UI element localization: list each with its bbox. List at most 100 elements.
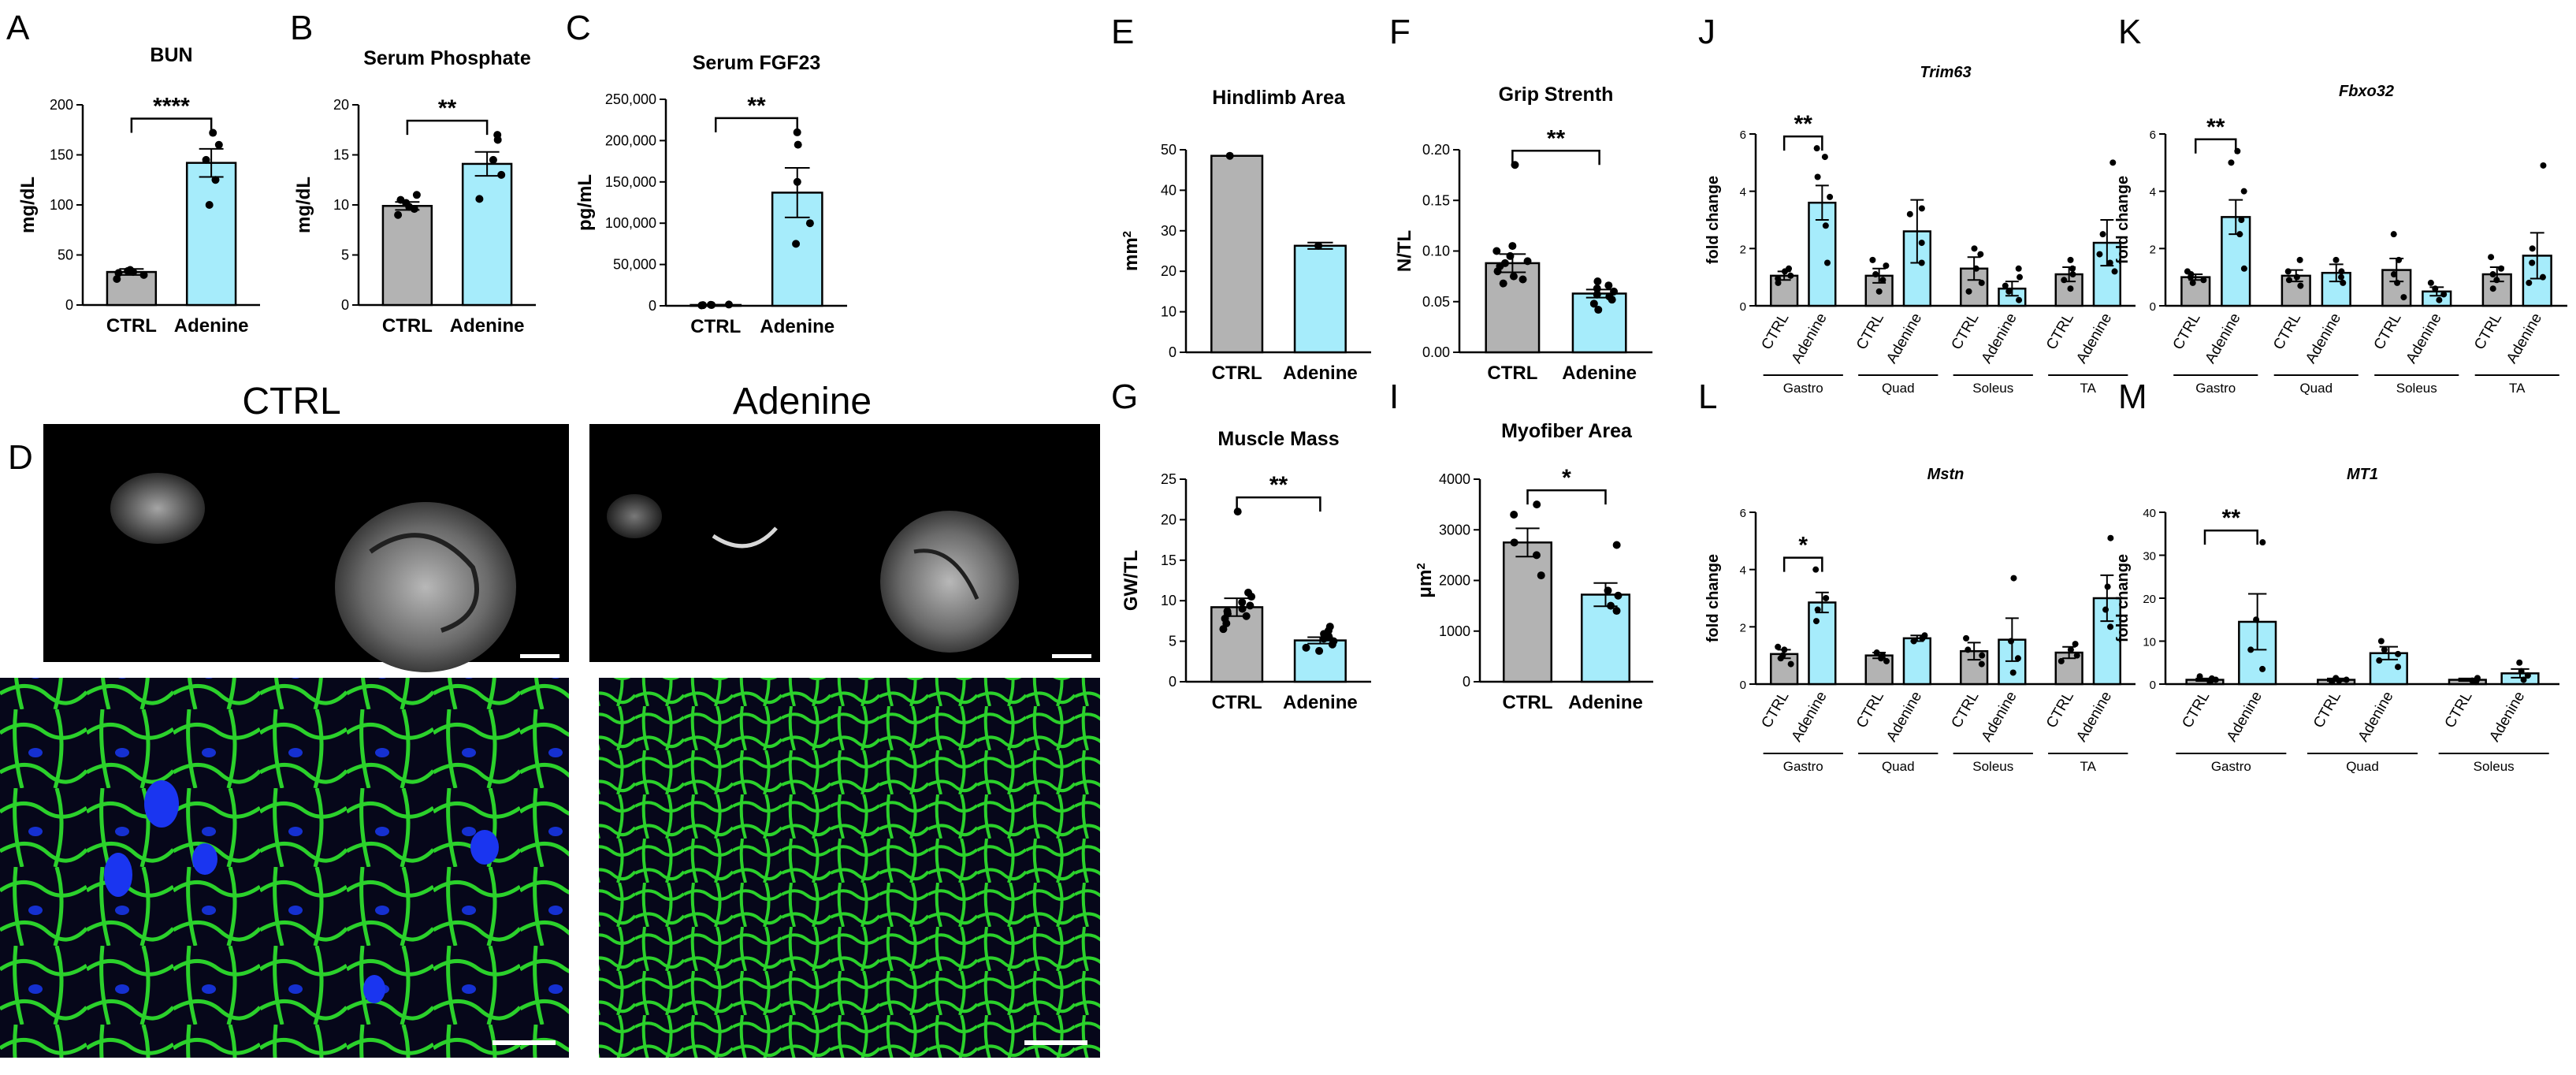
chart-title: Myofiber Area — [1501, 420, 1633, 442]
x-tick-label: Adenine — [2504, 311, 2545, 366]
x-tick-label: CTRL — [1948, 311, 1982, 352]
data-point — [2228, 159, 2235, 166]
data-point — [1918, 259, 1925, 266]
y-tick-label: 4 — [2150, 186, 2156, 199]
data-point — [1787, 660, 1794, 668]
data-point — [1329, 637, 1338, 645]
data-point — [2489, 271, 2496, 278]
x-tick-label: Adenine — [1979, 689, 2020, 745]
data-point — [1508, 242, 1517, 251]
x-tick-label: Adenine — [2202, 311, 2244, 366]
data-point — [2427, 279, 2434, 286]
data-point — [2436, 296, 2443, 303]
data-point — [2474, 675, 2481, 682]
data-point — [1242, 612, 1251, 620]
data-point — [1775, 275, 1782, 282]
data-point — [1883, 657, 1890, 664]
data-point — [2440, 291, 2448, 298]
data-point — [1963, 634, 1970, 642]
data-point — [1604, 586, 1612, 595]
group-label: Gastro — [2211, 759, 2251, 774]
sig-bracket — [2203, 529, 2258, 545]
y-axis-label: μm2 — [1414, 563, 1437, 597]
panel-letter-d: D — [8, 438, 33, 477]
y-tick-label: 0 — [341, 297, 349, 313]
bar-adenine — [1571, 292, 1627, 354]
data-point — [1612, 607, 1621, 616]
sig-label: ** — [747, 93, 766, 119]
chart-e: Hindlimb Area 0 10 20 30 40 50 mm2 CTRL Adenine — [1121, 87, 1371, 384]
data-point — [2057, 657, 2065, 664]
data-point — [1593, 277, 1602, 286]
data-point — [2104, 583, 2111, 590]
data-point — [113, 274, 121, 283]
y-tick-label: 50,000 — [613, 257, 656, 273]
data-point — [1506, 251, 1515, 260]
group-label: Soleus — [1972, 759, 2013, 774]
data-point — [1971, 245, 1978, 252]
data-point — [2200, 277, 2207, 284]
data-point — [2498, 265, 2505, 272]
y-axis-label: fold change — [2114, 554, 2132, 642]
panel-letter-l: L — [1698, 378, 1717, 416]
image-label-adenine: Adenine — [733, 381, 872, 422]
data-point — [2400, 294, 2407, 301]
data-point — [2493, 277, 2500, 284]
panel-letter-k: K — [2118, 13, 2141, 51]
group-label: TA — [2080, 381, 2097, 396]
sig-label: **** — [153, 94, 190, 120]
data-point — [1589, 299, 1598, 308]
data-point — [139, 270, 148, 279]
sig-label: ** — [2222, 505, 2241, 531]
group-label: Gastro — [1783, 381, 1823, 396]
data-point — [1775, 643, 1782, 650]
data-point — [1883, 262, 1890, 270]
y-tick-label: 5 — [341, 247, 349, 263]
data-point — [1325, 623, 1334, 631]
histology-ctrl-image — [0, 678, 569, 1058]
data-point — [2208, 675, 2215, 682]
image-label-ctrl: CTRL — [242, 381, 340, 422]
y-tick-label: 10 — [333, 197, 349, 213]
x-tick-label: CTRL — [1758, 311, 1792, 352]
data-point — [2014, 655, 2021, 662]
data-point — [2390, 271, 2397, 278]
data-point — [1812, 618, 1820, 625]
y-tick-label: 15 — [1161, 552, 1176, 568]
y-tick-label: 2 — [1740, 243, 1746, 256]
data-point — [1537, 571, 1545, 580]
y-tick-label: 0 — [649, 298, 656, 314]
data-point — [2516, 659, 2523, 666]
x-tick-label: Adenine — [1883, 311, 1925, 366]
data-point — [1223, 607, 1232, 616]
panel-letter-f: F — [1389, 13, 1411, 51]
y-tick-label: 0 — [1169, 674, 1176, 690]
group-label: TA — [2509, 381, 2526, 396]
panel-letter-i: I — [1389, 378, 1399, 416]
data-point — [1872, 271, 1879, 278]
panel-letter-m: M — [2118, 378, 2147, 416]
data-point — [1781, 646, 1788, 653]
y-tick-label: 0.05 — [1422, 294, 1450, 310]
y-tick-label: 4 — [1740, 186, 1746, 199]
data-point — [2296, 256, 2303, 263]
data-point — [793, 177, 801, 186]
y-axis-label: N/TL — [1394, 230, 1415, 272]
group-label: Quad — [2346, 759, 2379, 774]
data-point — [1906, 210, 1913, 218]
data-point — [2005, 288, 2013, 295]
data-point — [2395, 664, 2402, 671]
data-point — [2106, 259, 2113, 266]
y-axis-label: GW/TL — [1121, 550, 1142, 611]
sig-bracket — [130, 117, 213, 133]
x-tick-label: Adenine — [1789, 689, 1831, 745]
chart-b: Serum Phosphate 0 5 10 15 20 mg/dL CTRL Adenine *… — [293, 47, 536, 337]
y-tick-label: 100,000 — [605, 215, 656, 231]
y-tick-label: 10 — [2143, 636, 2156, 649]
y-tick-label: 0 — [2150, 300, 2156, 314]
x-tick-label: CTRL — [1853, 311, 1887, 352]
data-point — [1823, 259, 1831, 266]
data-point — [1523, 257, 1532, 266]
data-point — [2096, 251, 2103, 258]
